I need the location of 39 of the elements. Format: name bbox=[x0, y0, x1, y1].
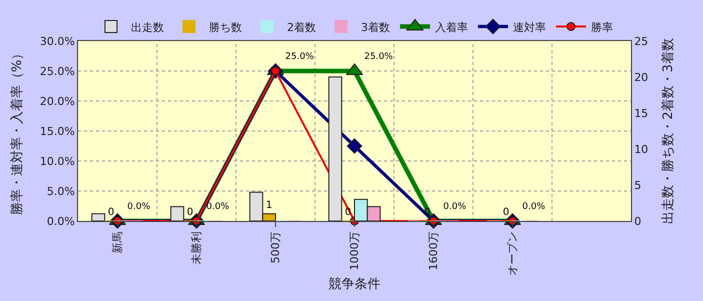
legend-label: 連対率 bbox=[513, 20, 546, 34]
y2-tick-label: 5 bbox=[634, 178, 642, 192]
y2-tick-label: 0 bbox=[634, 214, 642, 228]
y2-axis-title: 出走数・勝ち数・2着数・3着数 bbox=[660, 38, 676, 224]
x-tick-label: オープン bbox=[506, 231, 520, 276]
data-label: 0.0% bbox=[127, 202, 151, 212]
y2-tick-label: 20 bbox=[634, 70, 648, 84]
data-label: 0.0% bbox=[206, 202, 230, 212]
legend-label: 3着数 bbox=[361, 20, 390, 34]
y-tick-label: 0.0% bbox=[46, 214, 75, 228]
data-label: 1 bbox=[266, 200, 272, 211]
y-axis-title: 勝率・連対率・入着率（%） bbox=[8, 46, 25, 216]
x-tick-label: 1600万 bbox=[427, 231, 440, 270]
legend-label: 出走数 bbox=[131, 20, 164, 34]
x-tick-label: 500万 bbox=[269, 231, 282, 264]
legend-label: 入着率 bbox=[435, 20, 468, 34]
data-label: 0 bbox=[186, 207, 194, 218]
y-tick-label: 20.0% bbox=[40, 94, 75, 108]
x-axis-title: 競争条件 bbox=[328, 277, 380, 292]
y-tick-label: 25.0% bbox=[40, 64, 75, 78]
data-label: 25.0% bbox=[364, 52, 394, 62]
y2-tick-label: 25 bbox=[634, 34, 648, 48]
data-label: 0 bbox=[108, 207, 114, 218]
x-tick-label: 新馬 bbox=[111, 231, 124, 254]
legend-label: 勝ち数 bbox=[209, 20, 242, 34]
x-tick-label: 1000万 bbox=[348, 231, 362, 270]
y-tick-label: 10.0% bbox=[40, 154, 75, 168]
data-label: 0.0% bbox=[443, 202, 467, 212]
x-tick-label: 未勝利 bbox=[190, 231, 204, 264]
data-label: 0 bbox=[502, 207, 510, 218]
legend-label: 勝率 bbox=[591, 20, 613, 34]
legend-label: 2着数 bbox=[287, 20, 316, 34]
y-tick-label: 15.0% bbox=[40, 124, 75, 138]
y2-tick-label: 10 bbox=[634, 142, 648, 156]
data-label: 25.0% bbox=[285, 52, 314, 62]
y-tick-label: 30.0% bbox=[40, 34, 75, 48]
y2-tick-label: 15 bbox=[634, 106, 648, 120]
y-tick-label: 5.0% bbox=[46, 184, 75, 198]
data-label: 0.0% bbox=[522, 202, 546, 212]
